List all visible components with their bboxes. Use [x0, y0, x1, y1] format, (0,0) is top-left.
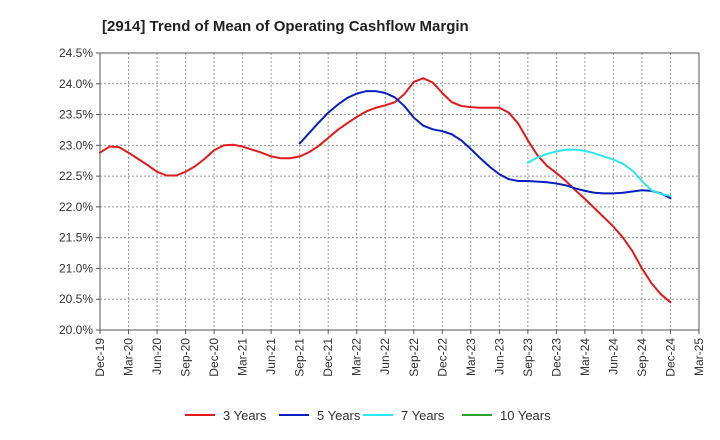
- series-line-3-years: [99, 77, 672, 304]
- y-tick-label: 23.5%: [59, 108, 93, 122]
- plot-frame: [99, 52, 700, 331]
- x-tick-label: Jun-21: [264, 338, 278, 375]
- plot-area: [100, 53, 699, 330]
- x-tick-label: Sep-22: [407, 338, 421, 377]
- x-tick-label: Jun-23: [492, 338, 506, 375]
- x-tick-label: Sep-23: [521, 338, 535, 377]
- x-tick-label: Dec-19: [93, 338, 107, 377]
- x-tick-label: Sep-24: [635, 338, 649, 377]
- x-tick-label: Dec-23: [549, 338, 563, 377]
- y-tick-label: 24.5%: [59, 46, 93, 60]
- x-tick-label: Mar-23: [464, 338, 478, 376]
- x-tick-label: Mar-22: [350, 338, 364, 376]
- x-tick-label: Mar-20: [122, 338, 136, 376]
- legend-label: 7 Years: [401, 408, 445, 423]
- series-line-7-years: [526, 148, 672, 197]
- x-tick-label: Sep-21: [293, 338, 307, 377]
- y-tick-label: 22.5%: [59, 169, 93, 183]
- y-tick-label: 21.0%: [59, 261, 93, 275]
- x-tick-label: Dec-21: [321, 338, 335, 377]
- x-tick-label: Dec-20: [207, 338, 221, 377]
- x-tick-label: Dec-24: [663, 338, 677, 377]
- y-tick-label: 21.5%: [59, 231, 93, 245]
- x-tick-label: Jun-22: [378, 338, 392, 375]
- x-tick-label: Jun-20: [150, 338, 164, 375]
- y-tick-label: 20.5%: [59, 292, 93, 306]
- y-tick-label: 24.0%: [59, 77, 93, 91]
- y-tick-label: 22.0%: [59, 200, 93, 214]
- series-line-5-years: [298, 90, 672, 200]
- legend-label: 10 Years: [500, 408, 551, 423]
- x-tick-label: Mar-25: [692, 338, 706, 376]
- y-axis-ticks: 24.5% 24.0% 23.5% 23.0% 22.5% 22.0% 21.5% 21.0%…: [59, 46, 100, 337]
- legend-label: 5 Years: [317, 408, 361, 423]
- x-tick-label: Sep-20: [179, 338, 193, 377]
- legend-label: 3 Years: [223, 408, 267, 423]
- x-axis-ticks: Dec-19 Mar-20 Jun-20 Sep-20 Dec-20 Mar-21 Jun-…: [93, 330, 706, 377]
- y-tick-label: 23.0%: [59, 138, 93, 152]
- x-tick-label: Jun-24: [606, 338, 620, 375]
- chart-title: [2914] Trend of Mean of Operating Cashfl…: [102, 18, 469, 35]
- x-tick-label: Dec-22: [435, 338, 449, 377]
- series-lines: [99, 77, 672, 304]
- x-tick-label: Mar-24: [578, 338, 592, 376]
- y-tick-label: 20.0%: [59, 323, 93, 337]
- x-tick-label: Mar-21: [236, 338, 250, 376]
- legend: 3 Years 5 Years 7 Years 10 Years: [185, 408, 551, 423]
